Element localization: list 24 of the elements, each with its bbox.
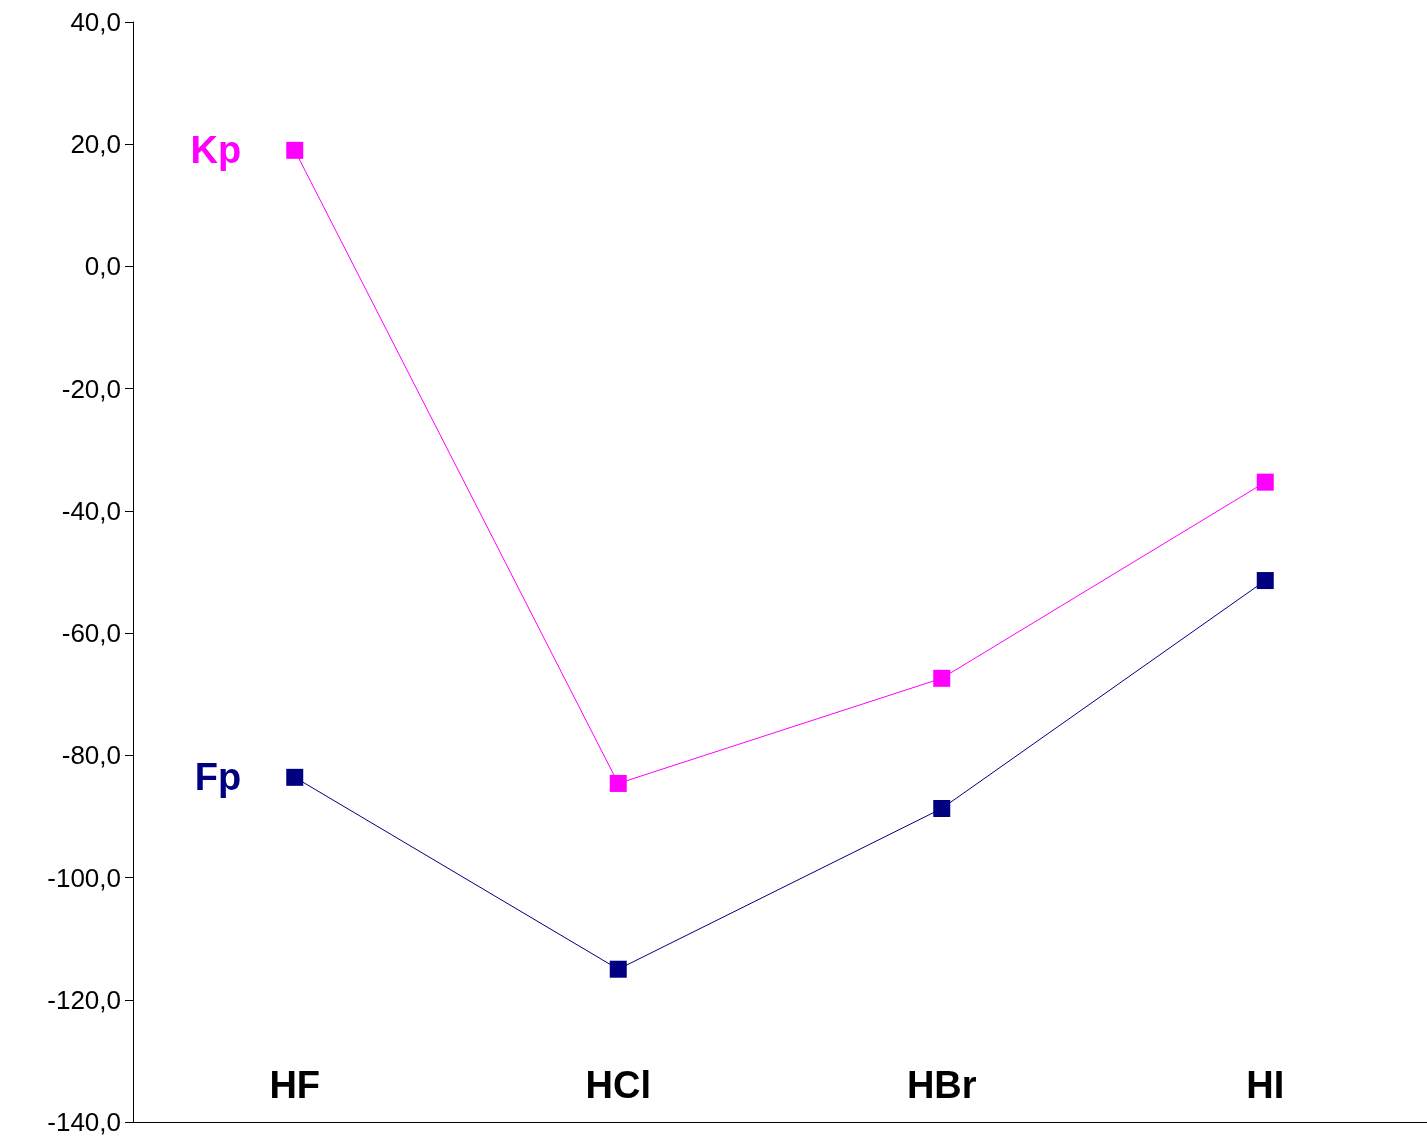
point (1256, 572, 1274, 590)
series-label: Kp (190, 129, 242, 172)
y-tick-label: -140,0 (47, 1107, 121, 1137)
x-tick-label: HI (1246, 1064, 1285, 1106)
y-tick-label: -80,0 (61, 740, 121, 771)
y-tick-label: -120,0 (47, 984, 121, 1015)
point (933, 669, 951, 687)
y-tick-label: -60,0 (61, 618, 121, 649)
x-tick-label: HBr (906, 1064, 977, 1106)
x-tick-label: HCl (585, 1064, 651, 1106)
y-tick-label: -40,0 (61, 495, 121, 526)
y-tick-label: 20,0 (70, 129, 121, 160)
point (1256, 473, 1274, 491)
point (609, 960, 627, 978)
y-tick-label: 0,0 (84, 251, 121, 282)
y-tick-label: -100,0 (47, 862, 121, 893)
series-label: Fp (194, 756, 242, 799)
point (933, 800, 951, 817)
x-tick-label: HF (269, 1064, 321, 1106)
y-tick-label: -20,0 (61, 373, 121, 404)
y-tick-label: 40,0 (70, 7, 121, 37)
point (286, 768, 304, 786)
point (609, 774, 627, 792)
point (286, 141, 304, 159)
